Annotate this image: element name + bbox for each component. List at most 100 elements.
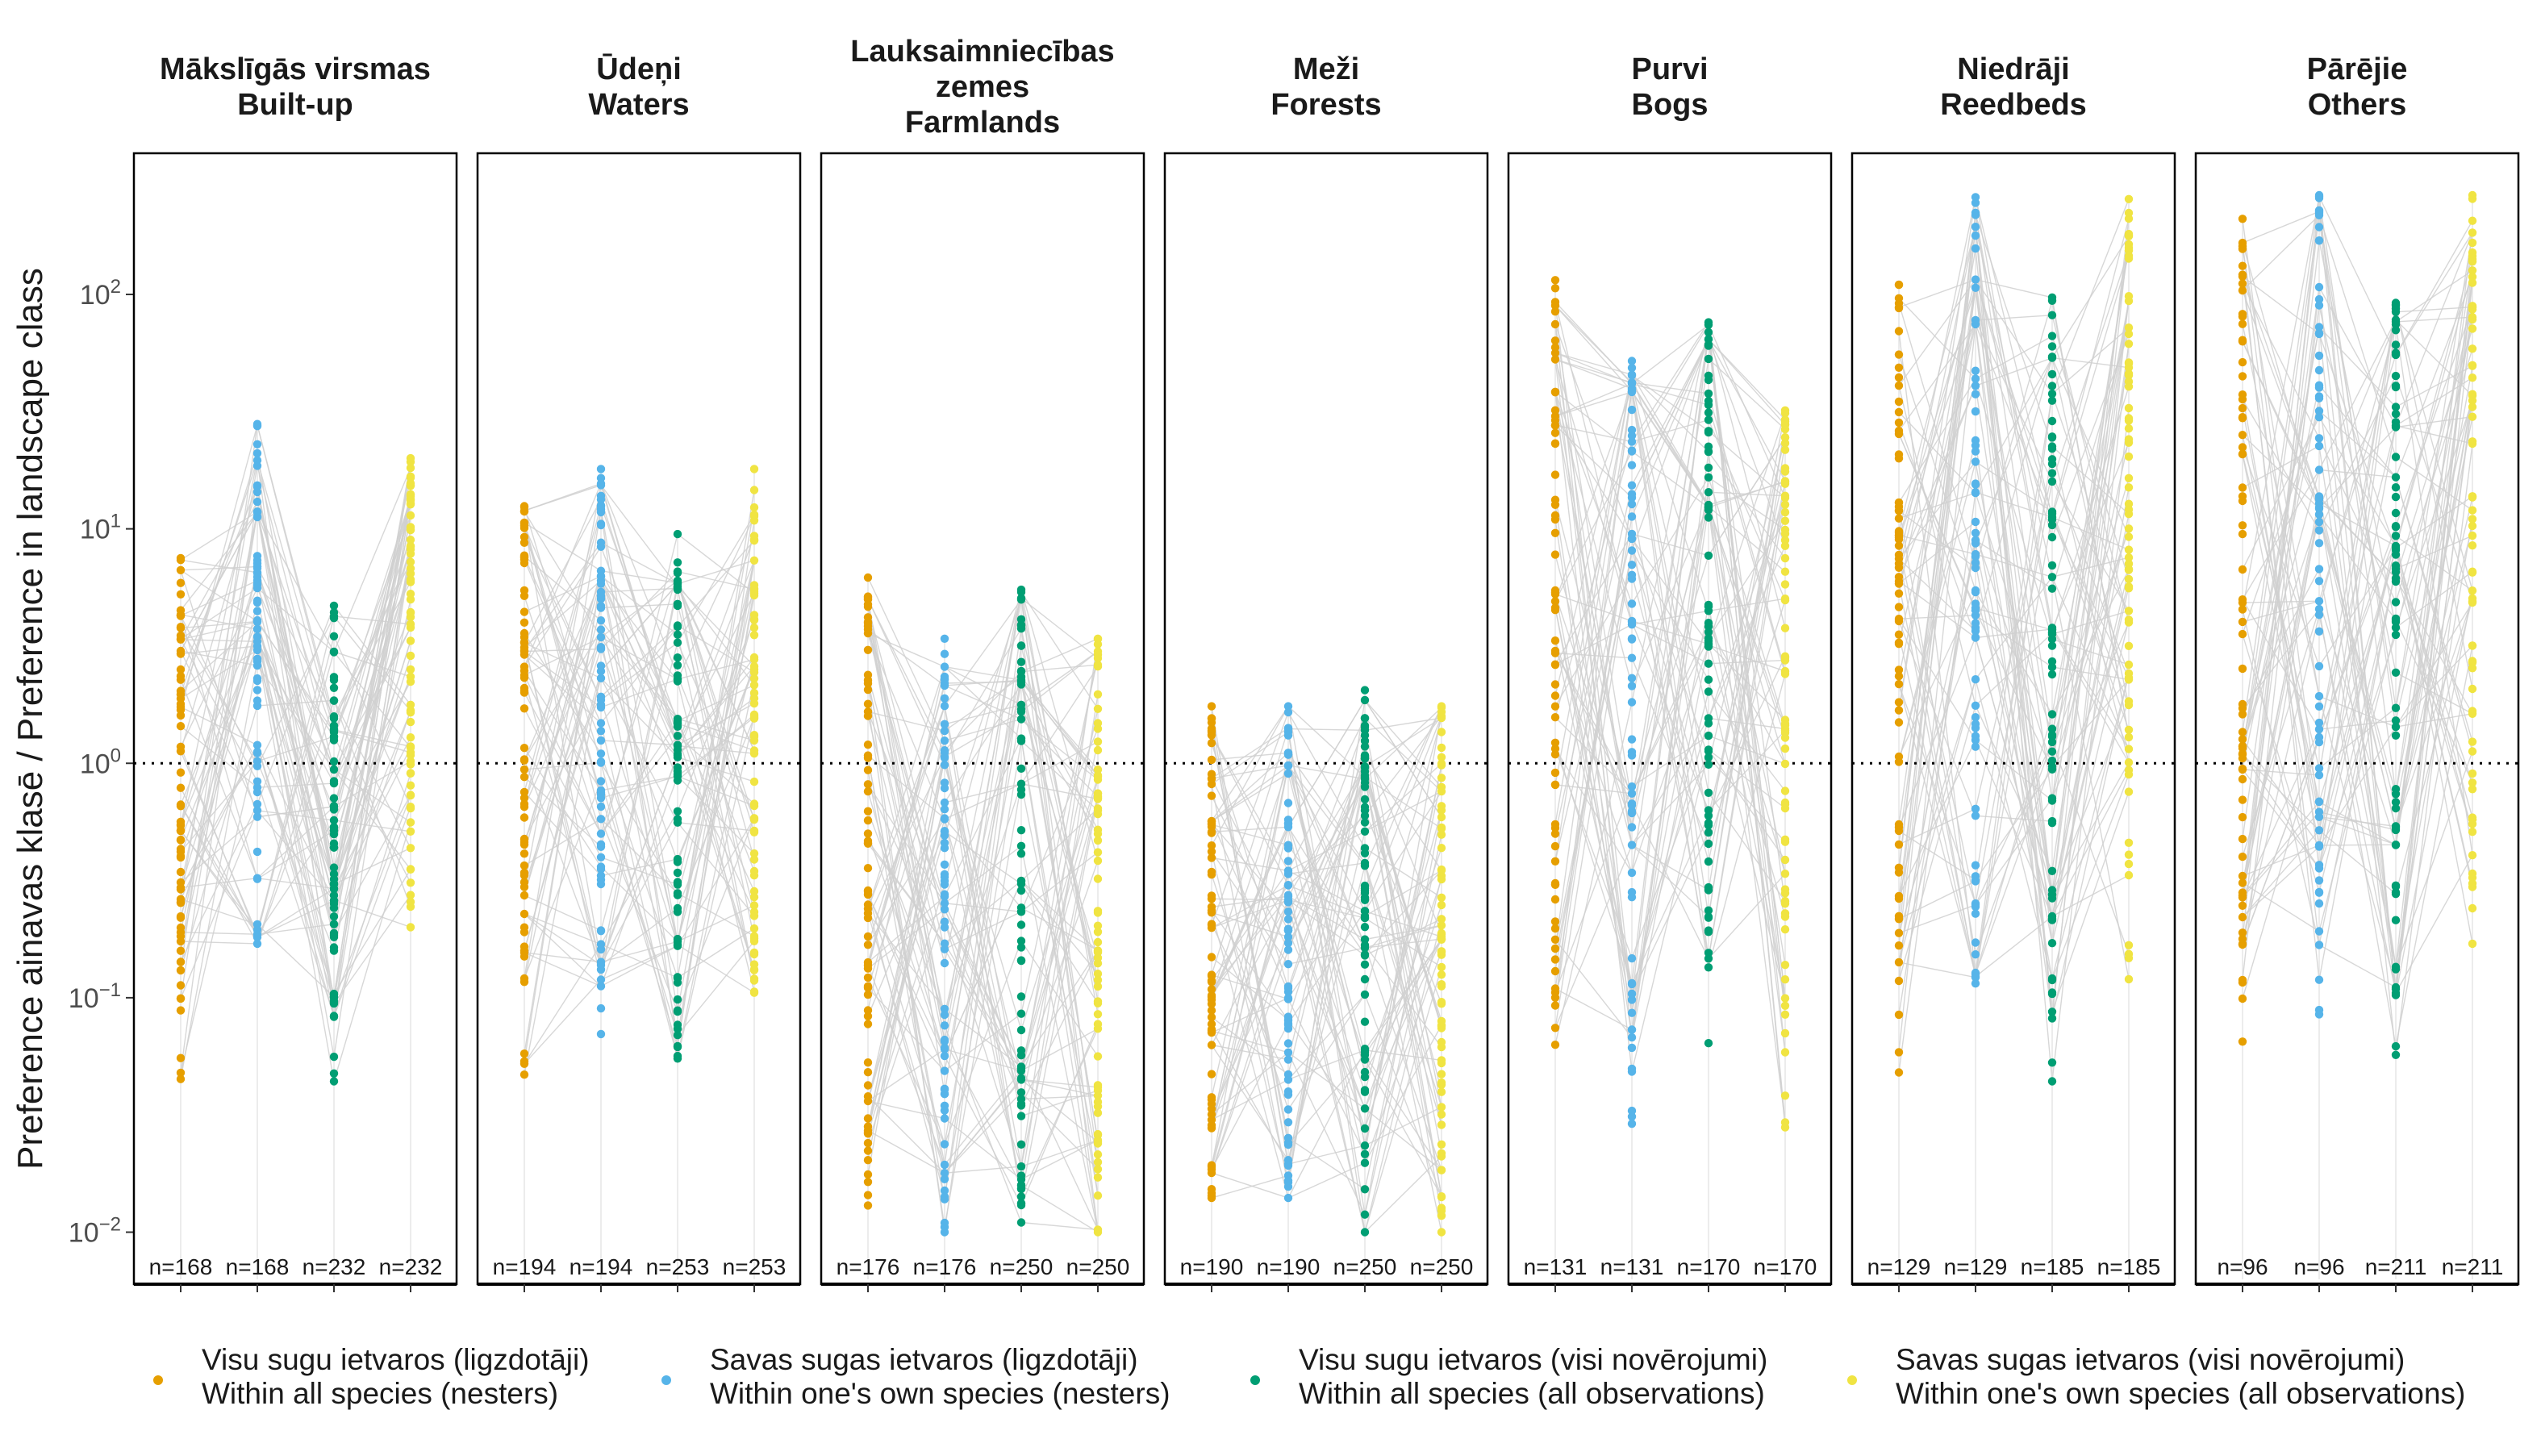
data-point — [2314, 927, 2324, 936]
pair-line — [2242, 211, 2473, 795]
data-point — [940, 1066, 949, 1075]
data-point — [329, 802, 339, 811]
pair-line — [524, 818, 755, 1013]
pair-line — [867, 694, 1099, 1186]
data-point — [940, 1004, 949, 1014]
data-point — [2124, 669, 2134, 678]
data-point — [1894, 1048, 1904, 1057]
data-point — [2047, 641, 2057, 650]
data-point — [1780, 715, 1790, 724]
data-point — [252, 596, 262, 605]
data-point — [1093, 1191, 1103, 1200]
data-point — [329, 632, 339, 640]
data-point — [2238, 774, 2247, 784]
pair-line — [867, 1091, 1099, 1174]
data-point — [2238, 699, 2247, 709]
data-point — [2238, 934, 2247, 944]
data-point — [1360, 881, 1370, 891]
pair-line — [1898, 532, 2130, 1016]
data-point — [1207, 1020, 1216, 1028]
data-point — [1704, 949, 1713, 957]
data-point — [2047, 886, 2057, 895]
data-point — [1207, 1012, 1216, 1022]
data-point — [2238, 261, 2247, 270]
data-point — [863, 592, 873, 601]
data-point — [1894, 514, 1904, 523]
legend-label-lv: Visu sugu ietvaros (ligzdotāji) — [202, 1343, 590, 1376]
pair-line — [1554, 392, 1786, 918]
pair-line — [2242, 316, 2473, 883]
data-point — [2124, 725, 2134, 734]
data-point — [252, 920, 262, 929]
data-point — [673, 868, 682, 878]
data-point — [673, 638, 682, 647]
pair-line — [867, 1100, 1099, 1180]
data-point — [1704, 473, 1713, 482]
data-point — [1627, 461, 1637, 469]
data-point — [1207, 755, 1216, 765]
data-point — [1894, 912, 1904, 921]
data-point — [1016, 1046, 1026, 1055]
data-point — [673, 671, 682, 680]
data-point — [940, 1021, 949, 1030]
data-point — [1780, 445, 1790, 454]
data-point — [1016, 715, 1026, 724]
data-point — [2468, 266, 2477, 275]
data-point — [940, 746, 949, 755]
data-point — [1360, 990, 1370, 999]
data-point — [2238, 605, 2247, 614]
data-point — [406, 827, 415, 836]
pair-line — [1554, 437, 1786, 1028]
data-point — [252, 799, 262, 809]
pair-line — [2242, 214, 2473, 511]
data-point — [940, 1169, 949, 1178]
pair-line — [180, 499, 411, 999]
data-point — [2468, 594, 2477, 603]
data-point — [749, 653, 759, 662]
data-point — [1360, 1158, 1370, 1167]
data-point — [596, 727, 606, 736]
data-point — [940, 649, 949, 658]
data-point — [863, 1191, 873, 1199]
data-point — [1093, 874, 1103, 883]
data-point — [1704, 963, 1713, 972]
legend-label-en: Within all species (nesters) — [202, 1377, 559, 1410]
data-point — [1360, 714, 1370, 723]
data-point — [940, 870, 949, 879]
y-tick-label: 100 — [80, 745, 121, 779]
data-point — [596, 625, 606, 634]
data-point — [1894, 706, 1904, 715]
data-point — [2468, 278, 2477, 287]
data-point — [1550, 955, 1560, 964]
pair-line — [180, 458, 411, 748]
pair-line — [867, 894, 1099, 1146]
data-point — [2047, 353, 2057, 361]
data-point — [1704, 753, 1713, 762]
data-point — [1971, 675, 1980, 684]
data-point — [1627, 1025, 1637, 1034]
data-point — [1093, 982, 1103, 991]
pair-line — [1554, 359, 1786, 874]
data-point — [329, 816, 339, 825]
pair-line — [1211, 717, 1442, 990]
data-point — [1283, 841, 1293, 849]
data-point — [1627, 405, 1637, 415]
data-point — [2391, 822, 2401, 831]
data-point — [673, 934, 682, 944]
data-point — [1016, 1009, 1026, 1018]
data-point — [863, 990, 873, 999]
pair-line — [2242, 269, 2473, 870]
data-point — [1704, 714, 1713, 723]
n-label: n=253 — [646, 1254, 710, 1279]
data-point — [749, 814, 759, 823]
data-point — [749, 532, 759, 540]
data-point — [519, 662, 529, 671]
data-point — [863, 707, 873, 716]
data-point — [1971, 366, 1980, 375]
data-point — [1971, 632, 1980, 642]
data-point — [176, 578, 186, 587]
data-point — [2468, 273, 2477, 282]
data-point — [252, 674, 262, 683]
